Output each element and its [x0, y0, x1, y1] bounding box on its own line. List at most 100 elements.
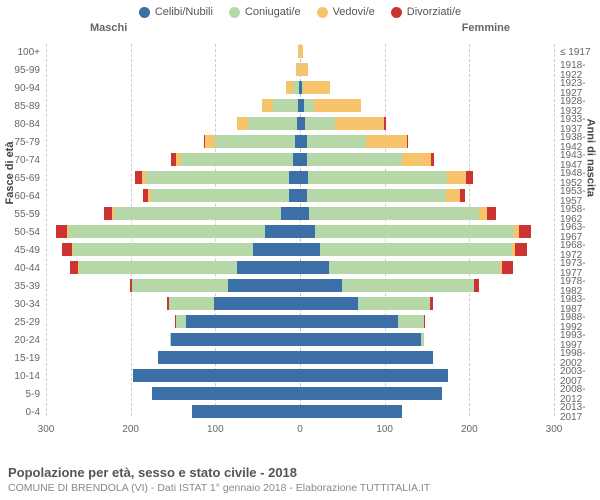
bar-segment-female [314, 99, 361, 112]
pyramid-row [0, 116, 600, 133]
bar-segment-male [289, 189, 300, 202]
bar-segment-female [300, 405, 402, 418]
bar-segment-female [307, 135, 366, 148]
bar-segment-male [186, 315, 300, 328]
bar-segment-male [248, 117, 297, 130]
bar-segment-female [479, 207, 487, 220]
bar-segment-female [358, 297, 431, 310]
bar-segment-female [300, 171, 308, 184]
bar-segment-female [466, 171, 473, 184]
bar-segment-female [300, 45, 303, 58]
bar-segment-male [265, 225, 300, 238]
bar-segment-male [132, 279, 228, 292]
legend-label: Coniugati/e [245, 6, 301, 18]
bar-segment-male [73, 243, 252, 256]
bar-segment-male [286, 81, 294, 94]
bar-segment-female [329, 261, 500, 274]
bar-segment-female [300, 315, 398, 328]
x-tick: 300 [546, 424, 563, 435]
pyramid-row [0, 80, 600, 97]
x-tick: 200 [461, 424, 478, 435]
bar-segment-female [502, 261, 512, 274]
bar-segment-male [296, 63, 299, 76]
bar-segment-male [228, 279, 300, 292]
bar-segment-female [300, 369, 448, 382]
bar-segment-male [293, 153, 300, 166]
x-tick: 300 [38, 424, 55, 435]
bar-segment-female [320, 243, 511, 256]
legend-swatch [391, 7, 402, 18]
bar-segment-female [303, 81, 330, 94]
pyramid-row [0, 260, 600, 277]
bar-segment-female [300, 135, 307, 148]
bar-segment-male [289, 171, 300, 184]
plot-area: Fasce di età Anni di nascita 30020010001… [0, 36, 600, 436]
label-male: Maschi [90, 22, 127, 34]
bar-segment-female [300, 207, 309, 220]
bar-segment-male [167, 297, 169, 310]
bar-segment-male [130, 279, 133, 292]
x-tick: 100 [207, 424, 224, 435]
bar-segment-male [69, 225, 265, 238]
bar-segment-female [307, 189, 447, 202]
legend-label: Divorziati/e [407, 6, 461, 18]
bar-segment-female [304, 99, 314, 112]
bar-segment-female [446, 189, 460, 202]
pyramid-row [0, 278, 600, 295]
bar-segment-male [273, 99, 298, 112]
bar-segment-female [300, 261, 329, 274]
bar-segment-female [300, 333, 421, 346]
bar-segment-female [384, 117, 386, 130]
bar-segment-male [204, 135, 206, 148]
bar-segment-male [175, 315, 176, 328]
bar-segment-male [142, 171, 146, 184]
pyramid-row [0, 386, 600, 403]
bar-segment-male [152, 387, 300, 400]
bar-segment-female [308, 171, 448, 184]
population-pyramid-chart: Celibi/Nubili Coniugati/e Vedovi/e Divorzia… [0, 0, 600, 500]
legend-item: Coniugati/e [229, 6, 301, 18]
pyramid-row [0, 44, 600, 61]
bar-segment-male [104, 207, 112, 220]
legend-item: Celibi/Nubili [139, 6, 213, 18]
pyramid-row [0, 350, 600, 367]
bar-segment-male [169, 297, 214, 310]
bar-segment-female [398, 315, 423, 328]
bar-segment-male [114, 207, 282, 220]
pyramid-row [0, 152, 600, 169]
bar-segment-female [300, 225, 315, 238]
bar-segment-female [487, 207, 495, 220]
bar-segment-female [447, 171, 466, 184]
bar-segment-female [366, 135, 407, 148]
pyramid-row [0, 206, 600, 223]
bar-segment-male [135, 171, 142, 184]
chart-title: Popolazione per età, sesso e stato civil… [8, 465, 430, 480]
bar-segment-male [215, 135, 295, 148]
legend-label: Vedovi/e [333, 6, 375, 18]
bar-segment-male [176, 315, 186, 328]
bar-segment-female [515, 243, 527, 256]
bar-segment-female [519, 225, 531, 238]
legend-swatch [317, 7, 328, 18]
bar-segment-female [300, 351, 433, 364]
bar-segment-male [171, 153, 175, 166]
bar-segment-female [402, 153, 432, 166]
bar-segment-male [146, 171, 289, 184]
bar-segment-female [300, 153, 307, 166]
bar-segment-male [133, 369, 300, 382]
bar-segment-male [171, 333, 300, 346]
x-tick: 0 [297, 424, 303, 435]
bar-segment-male [151, 189, 289, 202]
bar-segment-female [300, 297, 358, 310]
bar-segment-female [407, 135, 409, 148]
bar-segment-female [460, 189, 465, 202]
pyramid-row [0, 368, 600, 385]
bar-segment-female [474, 279, 478, 292]
bar-segment-male [79, 261, 236, 274]
bar-segment-male [237, 261, 301, 274]
bar-segment-male [214, 297, 300, 310]
bar-segment-male [158, 351, 300, 364]
bar-segment-female [300, 243, 320, 256]
label-female: Femmine [462, 22, 510, 34]
pyramid-row [0, 188, 600, 205]
